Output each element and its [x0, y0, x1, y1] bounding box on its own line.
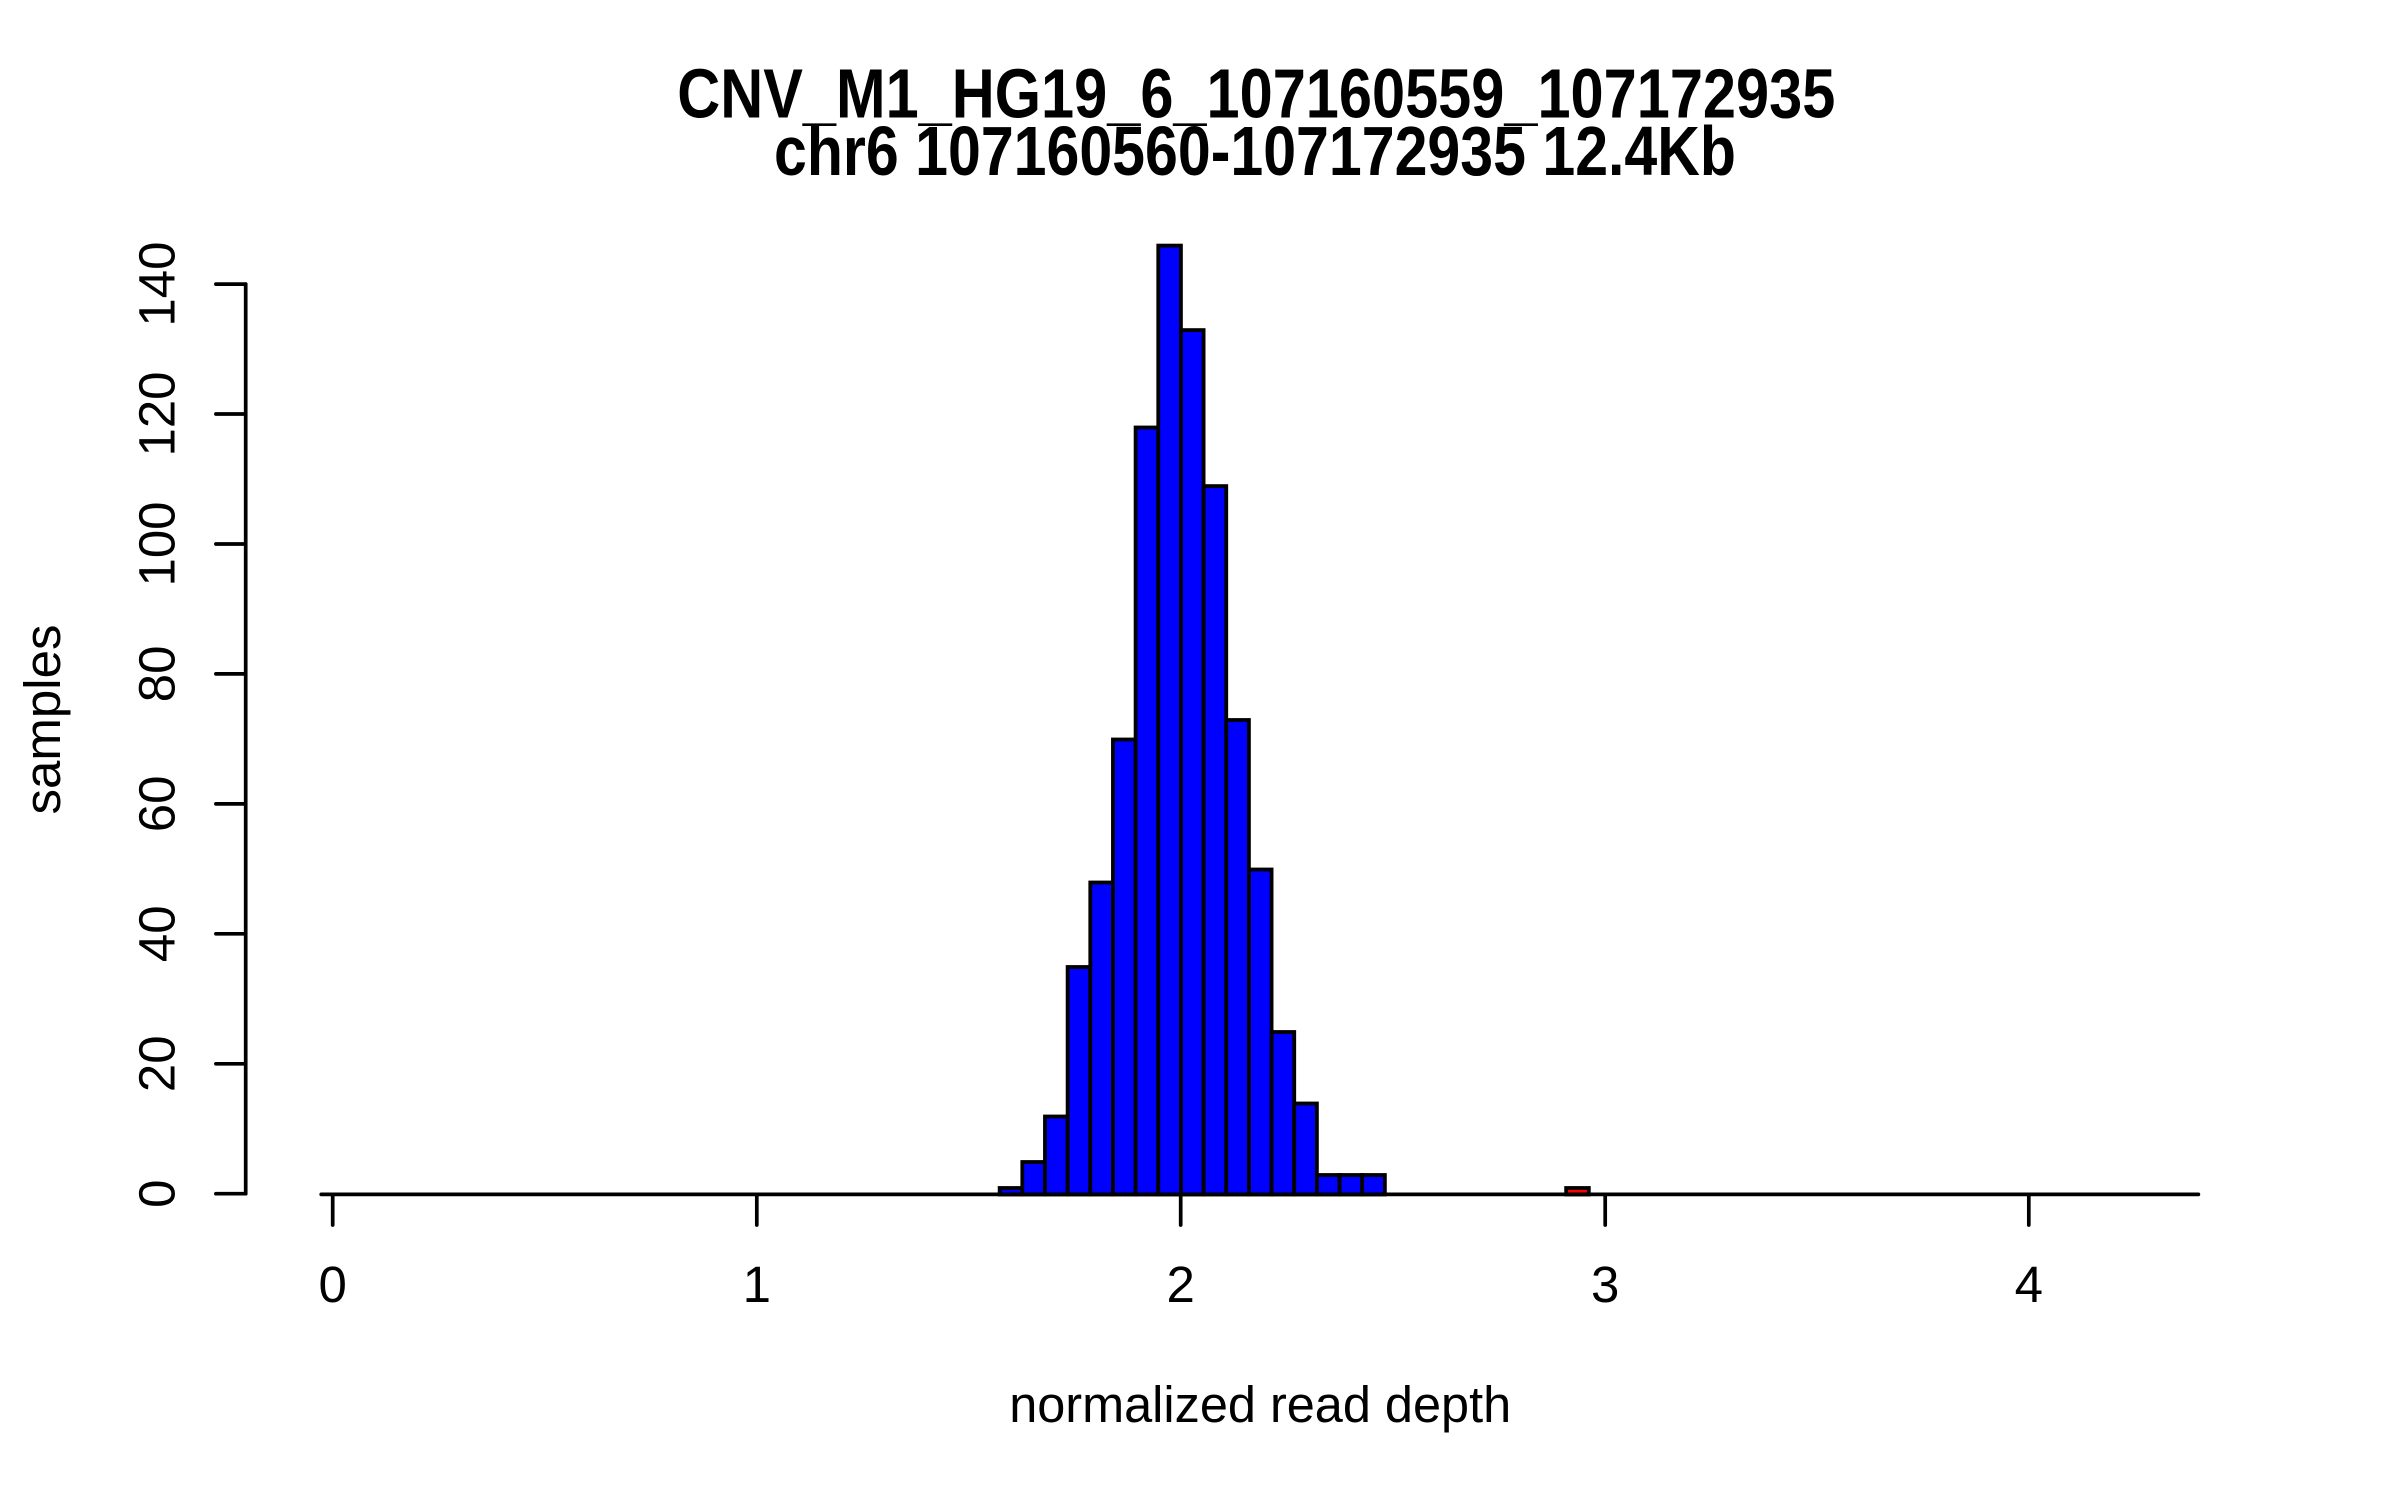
svg-text:100: 100: [129, 501, 186, 586]
svg-text:140: 140: [129, 242, 186, 327]
svg-text:CNV_M1_HG19_6_107160559_107172: CNV_M1_HG19_6_107160559_107172935: [677, 55, 1835, 133]
svg-text:20: 20: [129, 1035, 186, 1092]
svg-text:samples: samples: [14, 625, 71, 815]
svg-text:1: 1: [743, 1256, 771, 1313]
svg-text:2: 2: [1167, 1256, 1195, 1313]
svg-text:0: 0: [129, 1180, 186, 1208]
svg-text:chr6 107160560-107172935 12.4K: chr6 107160560-107172935 12.4Kb: [774, 112, 1736, 190]
svg-text:60: 60: [129, 776, 186, 833]
svg-text:80: 80: [129, 646, 186, 703]
svg-text:0: 0: [319, 1256, 347, 1313]
svg-text:normalized read depth: normalized read depth: [1009, 1376, 1511, 1433]
svg-text:4: 4: [2015, 1256, 2043, 1313]
svg-text:120: 120: [129, 371, 186, 456]
svg-text:3: 3: [1591, 1256, 1619, 1313]
svg-text:40: 40: [129, 905, 186, 962]
